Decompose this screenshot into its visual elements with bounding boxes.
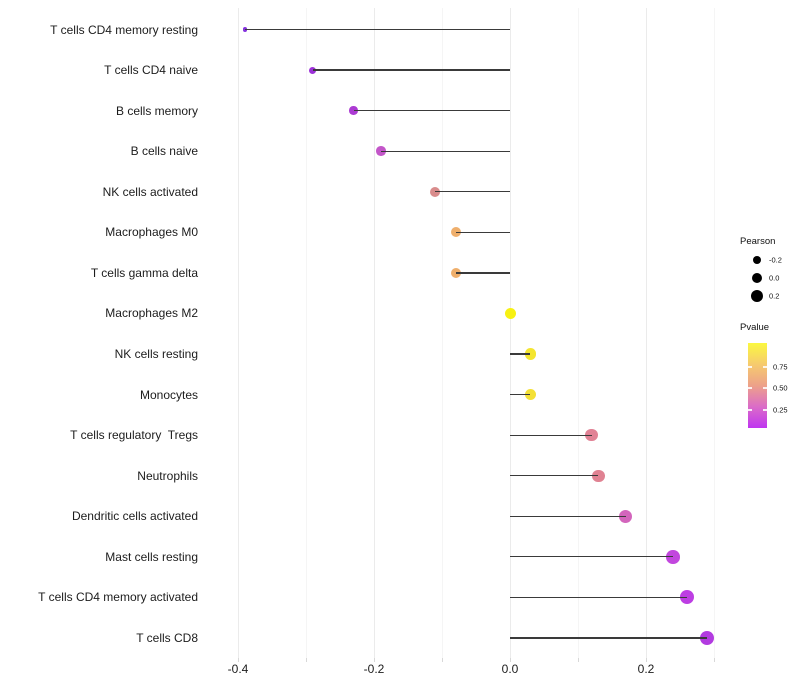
x-axis-tick (238, 658, 239, 662)
x-axis: -0.4 -0.2 0.0 0.2 (205, 662, 790, 682)
size-legend-label: 0.0 (769, 273, 780, 283)
category-label: Macrophages M2 (105, 306, 198, 321)
gradient-tick-left (748, 387, 752, 389)
category-label: T cells CD8 (136, 631, 198, 646)
category-label: NK cells activated (102, 184, 198, 199)
category-label: T cells CD4 naive (104, 63, 198, 78)
category-label: Mast cells resting (105, 549, 198, 564)
x-axis-tick (714, 658, 715, 662)
category-label: T cells regulatory Tregs (70, 428, 198, 443)
x-tick-label: 0.0 (501, 662, 519, 676)
size-legend-item: 0.2 (735, 287, 800, 305)
lollipop-stick (510, 475, 599, 477)
x-axis-tick (578, 658, 579, 662)
lollipop-stick (353, 110, 510, 112)
gradient-tick-label: 0.50 (773, 383, 788, 393)
lollipop-dot (524, 388, 537, 401)
category-label: Monocytes (139, 387, 198, 402)
lollipop-stick (435, 191, 510, 193)
category-label: B cells naive (130, 144, 198, 159)
lollipop-stick (510, 434, 592, 436)
y-axis-labels: T cells CD4 memory resting T cells CD4 na… (0, 8, 198, 658)
minor-gridline (306, 8, 307, 658)
lollipop-stick (510, 637, 708, 639)
category-label: T cells CD4 memory resting (50, 22, 198, 37)
x-axis-tick (374, 658, 375, 662)
x-axis-tick (510, 658, 511, 662)
category-label: B cells memory (115, 103, 198, 118)
size-legend-label: 0.2 (769, 291, 780, 301)
category-label: T cells CD4 memory activated (38, 590, 198, 605)
size-legend-items: -0.2 0.0 0.2 (735, 251, 800, 305)
gradient-tick-left (748, 409, 752, 411)
lollipop-stick (455, 231, 510, 233)
size-legend-item: 0.0 (735, 269, 800, 287)
lollipop-dot (592, 469, 605, 483)
lollipop-stick (312, 69, 510, 71)
category-label: Neutrophils (137, 468, 198, 483)
x-tick-label: -0.4 (227, 662, 249, 676)
lollipop-stick (510, 596, 687, 599)
size-legend-label: -0.2 (769, 255, 782, 265)
major-gridline (238, 8, 239, 658)
category-label: Macrophages M0 (105, 225, 198, 240)
major-gridline (646, 8, 647, 658)
x-axis-tick (306, 658, 307, 662)
legend: Pearson -0.2 0.0 0.2 Pvalue 0.75 0.50 0.25 (735, 236, 800, 428)
major-gridline (510, 8, 511, 658)
x-axis-tick (646, 658, 647, 662)
size-legend-dot (753, 256, 761, 264)
size-legend-dot (751, 290, 763, 302)
gradient-tick-label: 0.75 (773, 362, 788, 372)
lollipop-dot (699, 630, 715, 646)
lollipop-stick (510, 556, 674, 558)
lollipop-stick (380, 150, 510, 152)
lollipop-dot (679, 590, 694, 605)
lollipop-dot (666, 550, 680, 564)
gradient-tick-right (763, 387, 767, 389)
major-gridline (374, 8, 375, 658)
category-label: Dendritic cells activated (71, 509, 198, 524)
x-tick-label: -0.2 (363, 662, 385, 676)
plot-panel (205, 8, 790, 662)
x-tick-label: 0.2 (637, 662, 655, 676)
lollipop-dot (585, 428, 598, 442)
lollipop-dot (619, 509, 633, 523)
size-legend-title: Pearson (740, 236, 776, 247)
gradient-tick-right (763, 409, 767, 411)
lollipop-stick (510, 394, 531, 396)
category-label: T cells gamma delta (90, 265, 198, 280)
lollipop-stick (510, 515, 626, 517)
minor-gridline (578, 8, 579, 658)
minor-gridline (714, 8, 715, 658)
lollipop-dot (524, 348, 537, 360)
gradient-tick-label: 0.25 (773, 405, 788, 415)
size-legend-item: -0.2 (735, 251, 800, 269)
lollipop-stick (244, 28, 510, 31)
minor-gridline (442, 8, 443, 658)
lollipop-stick (510, 353, 531, 355)
lollipop-dot (504, 307, 516, 319)
lollipop-stick (455, 272, 510, 274)
category-label: NK cells resting (114, 347, 198, 362)
pvalue-gradient-bar (748, 343, 767, 428)
gradient-tick-right (763, 366, 767, 368)
x-axis-tick (442, 658, 443, 662)
size-legend-dot (752, 273, 762, 283)
color-legend-title: Pvalue (740, 322, 770, 333)
gradient-tick-left (748, 366, 752, 368)
